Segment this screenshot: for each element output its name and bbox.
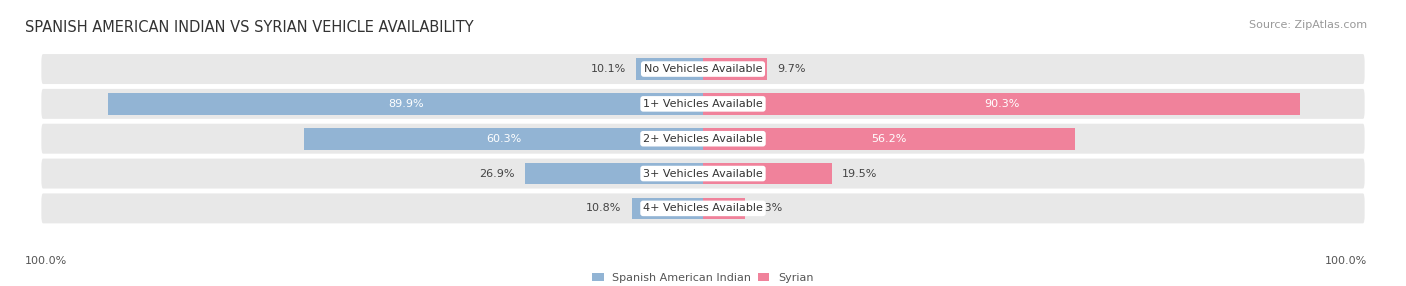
Text: 19.5%: 19.5% bbox=[842, 168, 877, 178]
FancyBboxPatch shape bbox=[41, 89, 1365, 119]
Text: 90.3%: 90.3% bbox=[984, 99, 1019, 109]
Text: 4+ Vehicles Available: 4+ Vehicles Available bbox=[643, 203, 763, 213]
Text: 10.1%: 10.1% bbox=[591, 64, 626, 74]
Legend: Spanish American Indian, Syrian: Spanish American Indian, Syrian bbox=[592, 273, 814, 283]
Bar bbox=[108, 93, 703, 115]
Text: 26.9%: 26.9% bbox=[479, 168, 515, 178]
Bar bbox=[524, 163, 703, 184]
Text: 56.2%: 56.2% bbox=[872, 134, 907, 144]
Text: 6.3%: 6.3% bbox=[755, 203, 783, 213]
Bar bbox=[703, 163, 832, 184]
FancyBboxPatch shape bbox=[41, 158, 1365, 188]
Bar bbox=[703, 58, 768, 80]
Text: 2+ Vehicles Available: 2+ Vehicles Available bbox=[643, 134, 763, 144]
Bar bbox=[703, 128, 1074, 150]
Text: 9.7%: 9.7% bbox=[778, 64, 806, 74]
Bar bbox=[703, 198, 745, 219]
Text: 100.0%: 100.0% bbox=[25, 256, 67, 266]
Text: 100.0%: 100.0% bbox=[1324, 256, 1367, 266]
Bar bbox=[304, 128, 703, 150]
Text: 10.8%: 10.8% bbox=[586, 203, 621, 213]
Text: SPANISH AMERICAN INDIAN VS SYRIAN VEHICLE AVAILABILITY: SPANISH AMERICAN INDIAN VS SYRIAN VEHICL… bbox=[25, 20, 474, 35]
Text: 89.9%: 89.9% bbox=[388, 99, 423, 109]
Bar bbox=[631, 198, 703, 219]
FancyBboxPatch shape bbox=[41, 124, 1365, 154]
Bar bbox=[703, 93, 1301, 115]
Text: Source: ZipAtlas.com: Source: ZipAtlas.com bbox=[1249, 20, 1367, 30]
Text: No Vehicles Available: No Vehicles Available bbox=[644, 64, 762, 74]
Bar bbox=[636, 58, 703, 80]
Text: 3+ Vehicles Available: 3+ Vehicles Available bbox=[643, 168, 763, 178]
FancyBboxPatch shape bbox=[41, 54, 1365, 84]
FancyBboxPatch shape bbox=[41, 193, 1365, 223]
Text: 1+ Vehicles Available: 1+ Vehicles Available bbox=[643, 99, 763, 109]
Text: 60.3%: 60.3% bbox=[486, 134, 522, 144]
